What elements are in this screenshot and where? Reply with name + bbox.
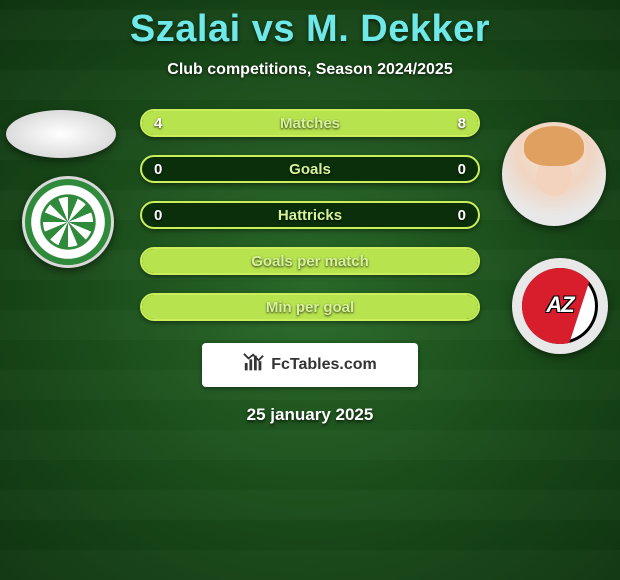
stat-row: 0Goals0 [140,155,480,183]
player-right-avatar [502,122,606,226]
stat-label: Goals per match [190,253,430,270]
stat-row: Min per goal [140,293,480,321]
stat-row: 0Hattricks0 [140,201,480,229]
card-root: Szalai vs M. Dekker Club competitions, S… [0,0,620,580]
page-title: Szalai vs M. Dekker [0,0,620,51]
stat-label: Hattricks [190,207,430,224]
club-right-crest: AZ [512,258,608,354]
stat-row: 4Matches8 [140,109,480,137]
club-right-initials: AZ [522,292,598,318]
bar-chart-icon [243,352,265,379]
page-subtitle: Club competitions, Season 2024/2025 [0,61,620,79]
stat-value-left: 0 [142,161,190,178]
stat-value-left: 4 [142,115,190,132]
player-left-avatar [6,110,116,158]
stat-value-right: 8 [430,115,478,132]
stat-value-left: 0 [142,207,190,224]
stat-value-right: 0 [430,207,478,224]
club-left-crest [22,176,114,268]
stat-value-right: 0 [430,161,478,178]
stat-label: Min per goal [190,299,430,316]
stats-panel: 4Matches80Goals00Hattricks0Goals per mat… [140,109,480,321]
branding-badge: FcTables.com [202,343,418,387]
stat-label: Matches [190,115,430,132]
branding-text: FcTables.com [271,356,377,374]
stat-label: Goals [190,161,430,178]
stat-row: Goals per match [140,247,480,275]
footer-date: 25 january 2025 [0,405,620,425]
club-right-crest-inner: AZ [522,268,598,344]
